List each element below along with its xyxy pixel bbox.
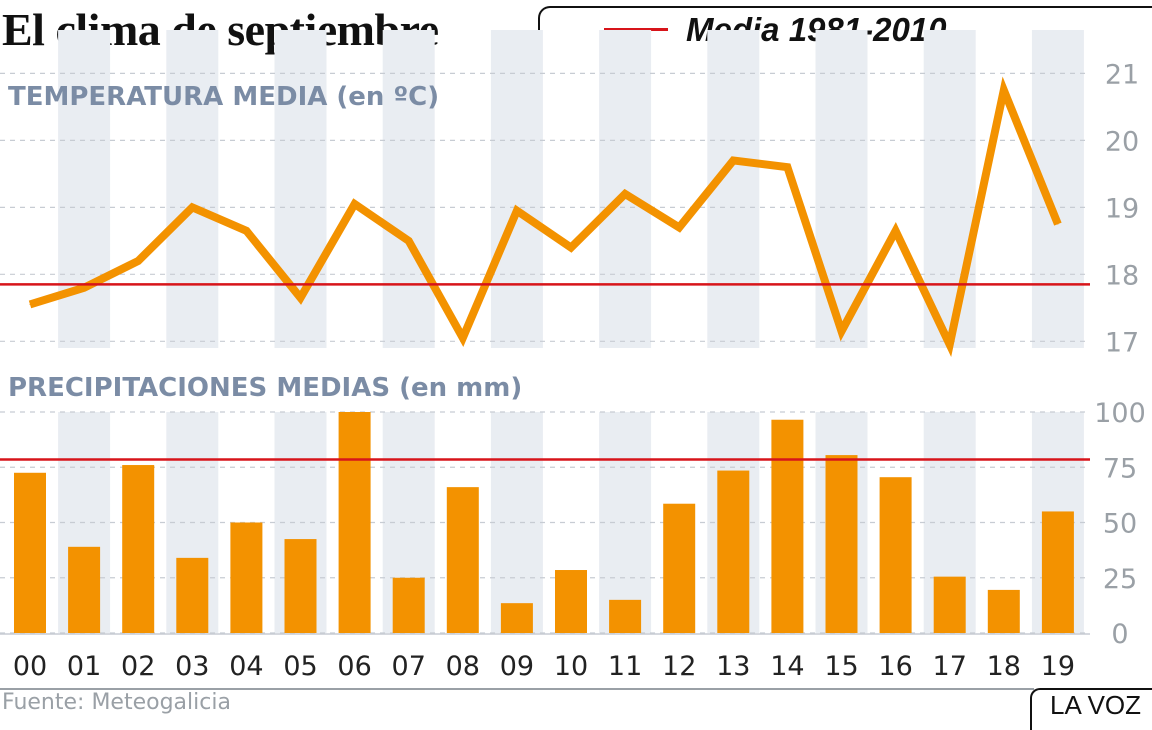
- temp-point-18: [1003, 89, 1005, 91]
- temp-point-00: [29, 303, 31, 305]
- xtick-18: 18: [987, 651, 1021, 682]
- source-note: Fuente: Meteogalicia: [2, 690, 231, 715]
- xtick-19: 19: [1041, 651, 1075, 682]
- temp-line: [28, 76, 1062, 358]
- legend-reference-line: [604, 28, 668, 31]
- temp-point-11: [624, 193, 626, 195]
- xtick-07: 07: [392, 651, 426, 682]
- temp-point-14: [786, 166, 788, 168]
- temp-band-01: [58, 30, 111, 348]
- temperature-section-title: TEMPERATURA MEDIA (en ºC): [8, 82, 440, 112]
- temp-point-08: [462, 337, 464, 339]
- prec-band-09: [490, 412, 543, 633]
- temp-point-13: [732, 159, 734, 161]
- column-bands: [58, 30, 1084, 633]
- prec-bar-00: [14, 472, 46, 633]
- temp-point-17: [949, 344, 951, 346]
- temp-band-13: [707, 30, 760, 348]
- prec-bar-10: [555, 570, 587, 633]
- xtick-17: 17: [933, 651, 967, 682]
- temp-point-06: [354, 203, 356, 205]
- prec-bar-06: [338, 412, 371, 633]
- xtick-05: 05: [283, 651, 317, 682]
- temp-band-09: [490, 30, 543, 348]
- temp-point-05: [300, 297, 301, 299]
- xtick-12: 12: [662, 651, 696, 682]
- prec-bar-13: [717, 470, 750, 633]
- prec-bar-08: [446, 487, 479, 633]
- temp-point-10: [570, 247, 572, 249]
- temperature-series: [28, 76, 1062, 358]
- xtick-06: 06: [337, 651, 371, 682]
- legend-frame: [538, 6, 1152, 50]
- temp-point-15: [841, 330, 842, 332]
- prec-bar-17: [933, 576, 966, 633]
- xtick-02: 02: [121, 651, 155, 682]
- xtick-08: 08: [446, 651, 480, 682]
- temp-ytick-21: 21: [1105, 59, 1139, 90]
- temp-point-12: [678, 226, 680, 228]
- prec-bar-09: [500, 603, 533, 633]
- xtick-11: 11: [608, 651, 642, 682]
- temp-point-09: [516, 210, 518, 212]
- temp-ytick-20: 20: [1105, 126, 1139, 157]
- temp-band-17: [923, 30, 976, 348]
- temp-band-11: [599, 30, 652, 348]
- xtick-14: 14: [770, 651, 804, 682]
- brand-logo-text: LA VOZ: [1050, 690, 1142, 720]
- prec-bar-01: [68, 546, 101, 633]
- prec-bar-05: [284, 539, 317, 633]
- reference-lines: [0, 283, 1090, 461]
- prec-bar-07: [392, 577, 425, 633]
- temp-ytick-18: 18: [1105, 260, 1139, 291]
- precipitation-bars: [14, 412, 1074, 633]
- prec-bar-15: [825, 455, 858, 633]
- xtick-15: 15: [824, 651, 858, 682]
- axis-tick-labels: 17 18 19 20 21 0 25 50 75 100 00 01 02 03 04 05 06 07 08 09…: [13, 59, 1146, 682]
- xtick-04: 04: [229, 651, 263, 682]
- prec-ytick-0: 0: [1111, 619, 1128, 650]
- prec-bar-03: [176, 557, 209, 633]
- prec-bar-19: [1041, 511, 1074, 633]
- prec-bar-11: [609, 599, 642, 633]
- brand-frame: [1030, 688, 1152, 730]
- temp-point-03: [191, 206, 193, 208]
- xtick-01: 01: [67, 651, 101, 682]
- xtick-13: 13: [716, 651, 750, 682]
- temp-ytick-17: 17: [1105, 327, 1139, 358]
- footer-rule: [0, 688, 1034, 690]
- prec-ytick-100: 100: [1094, 398, 1146, 429]
- prec-ytick-50: 50: [1103, 509, 1137, 540]
- temp-point-02: [137, 260, 139, 262]
- xtick-09: 09: [500, 651, 534, 682]
- prec-bar-16: [879, 477, 912, 633]
- xtick-03: 03: [175, 651, 209, 682]
- temp-band-03: [166, 30, 219, 348]
- xtick-16: 16: [878, 651, 912, 682]
- prec-bar-18: [987, 589, 1020, 633]
- prec-ytick-25: 25: [1103, 564, 1137, 595]
- prec-bar-04: [230, 522, 263, 633]
- temp-ytick-19: 19: [1105, 193, 1139, 224]
- xtick-00: 00: [13, 651, 47, 682]
- temp-point-16: [895, 230, 897, 232]
- temp-point-04: [245, 230, 247, 232]
- temp-point-07: [408, 240, 410, 242]
- temp-point-19: [1057, 223, 1059, 225]
- prec-bar-14: [771, 419, 804, 633]
- temp-point-01: [83, 287, 85, 289]
- prec-bar-12: [663, 503, 696, 633]
- prec-bar-02: [122, 465, 155, 633]
- prec-ytick-75: 75: [1103, 453, 1137, 484]
- temp-band-07: [382, 30, 435, 348]
- precipitation-section-title: PRECIPITACIONES MEDIAS (en mm): [8, 373, 523, 403]
- xtick-10: 10: [554, 651, 588, 682]
